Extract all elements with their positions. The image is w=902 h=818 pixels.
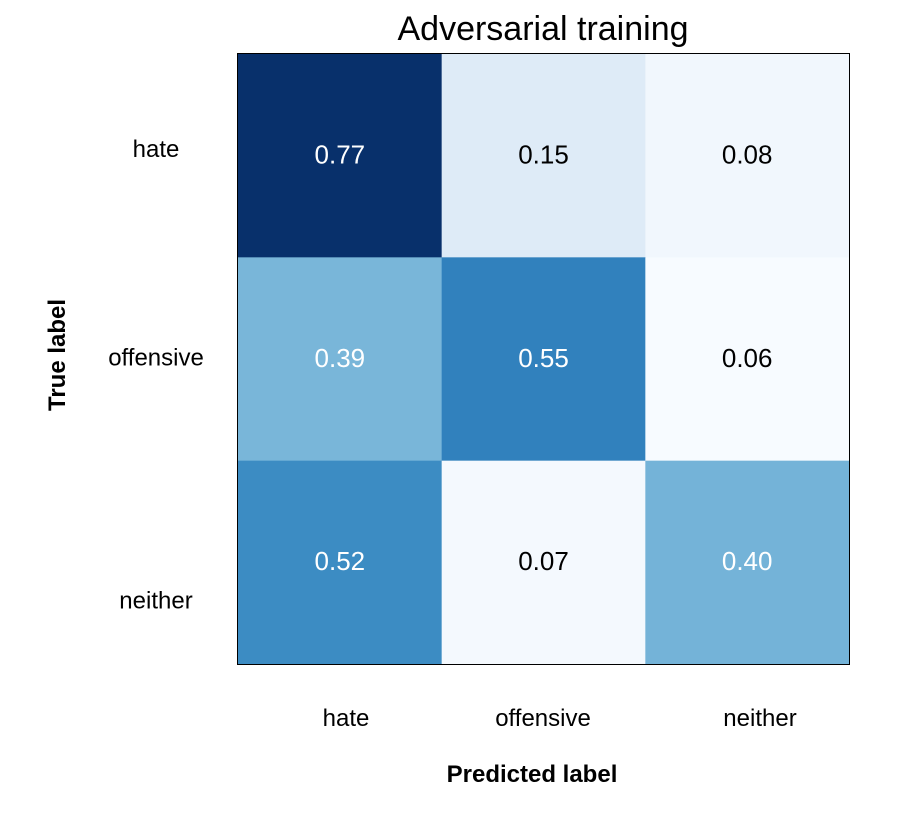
heatmap-cell (441, 460, 646, 665)
y-axis-title: True label (44, 299, 71, 411)
heatmap-cell-value: 0.07 (518, 546, 569, 576)
heatmap-cell (645, 257, 850, 462)
heatmap-cell (441, 257, 646, 462)
y-tick-label: hate (133, 136, 180, 163)
heatmap-cell-value: 0.39 (315, 343, 366, 373)
heatmap-cell (645, 54, 850, 258)
y-tick-label: offensive (108, 344, 204, 371)
heatmap-cell (238, 257, 443, 462)
x-tick-labels: hate offensive neither (323, 705, 797, 732)
y-tick-label: neither (119, 588, 192, 615)
heatmap-cell (441, 54, 646, 258)
heatmap-cell-value: 0.77 (315, 140, 366, 170)
x-tick-label: hate (323, 705, 370, 732)
heatmap-cell-labels: 0.77 0.15 0.08 0.39 0.55 0.06 0.52 0.07 0.40 (315, 140, 773, 577)
y-tick-labels: hate offensive neither (108, 136, 204, 615)
heatmap-cell (238, 54, 443, 258)
heatmap-cell-value: 0.40 (722, 546, 773, 576)
x-tick-label: offensive (495, 705, 591, 732)
heatmap-cell (645, 460, 850, 665)
heatmap-cell-value: 0.55 (518, 343, 569, 373)
chart-title: Adversarial training (397, 10, 688, 48)
x-tick-label: neither (723, 705, 796, 732)
heatmap-cell-value: 0.52 (315, 546, 366, 576)
heatmap-cell (238, 460, 443, 665)
plot-frame (237, 53, 850, 665)
heatmap-cells (238, 54, 850, 665)
heatmap-cell-value: 0.08 (722, 140, 773, 170)
heatmap-cell-value: 0.15 (518, 140, 569, 170)
heatmap-cell-value: 0.06 (722, 343, 773, 373)
x-axis-title: Predicted label (447, 761, 618, 788)
